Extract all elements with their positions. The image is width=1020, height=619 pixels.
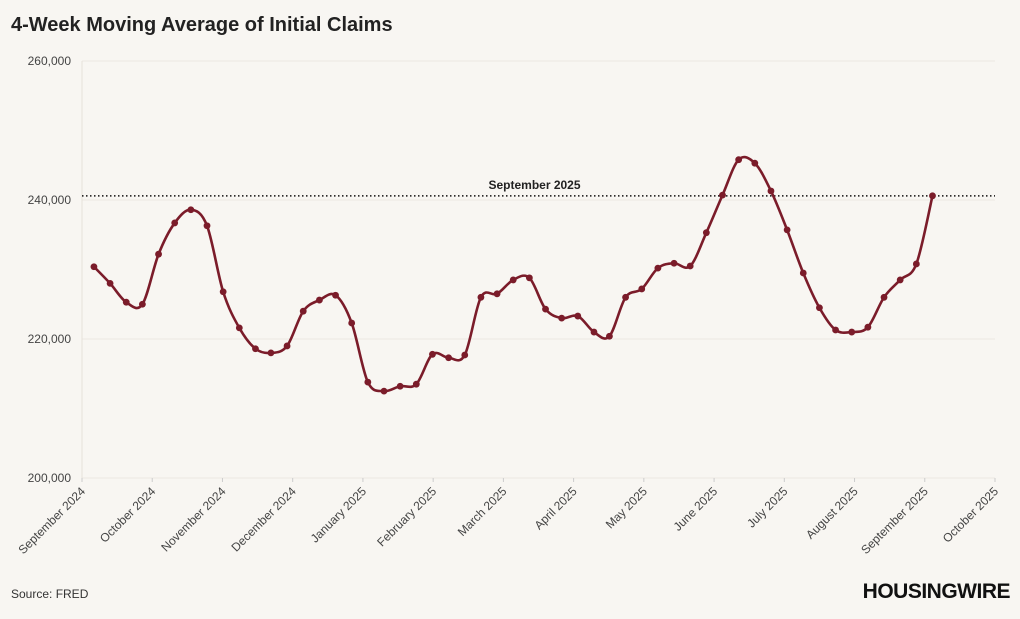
point bbox=[509, 276, 517, 284]
point bbox=[929, 192, 936, 200]
point bbox=[864, 323, 872, 331]
line bbox=[93, 155, 934, 393]
logo: HOUSINGWIRE bbox=[863, 580, 1011, 603]
point bbox=[686, 262, 694, 270]
point bbox=[896, 276, 904, 284]
point bbox=[461, 351, 469, 359]
point bbox=[219, 288, 227, 296]
point bbox=[171, 219, 179, 227]
x-tick-label: September 2025 bbox=[858, 484, 931, 557]
point bbox=[735, 156, 743, 164]
point bbox=[816, 304, 823, 312]
chart-title: 4-Week Moving Average of Initial Claims bbox=[11, 14, 393, 36]
point bbox=[799, 269, 807, 277]
point bbox=[783, 226, 791, 234]
point bbox=[364, 378, 372, 386]
point bbox=[880, 293, 888, 301]
point bbox=[654, 264, 662, 272]
point bbox=[638, 285, 646, 293]
point bbox=[493, 290, 501, 298]
x-tick-label: November 2024 bbox=[158, 484, 229, 555]
point bbox=[558, 314, 566, 322]
point bbox=[315, 296, 323, 304]
point bbox=[299, 307, 307, 315]
point bbox=[622, 293, 629, 301]
point bbox=[252, 345, 259, 353]
x-tick-label: December 2024 bbox=[229, 484, 300, 555]
point bbox=[719, 191, 726, 199]
point bbox=[767, 187, 775, 195]
point bbox=[542, 305, 549, 313]
point bbox=[267, 349, 275, 357]
y-tick-label: 220,000 bbox=[28, 332, 72, 346]
x-tick-label: April 2025 bbox=[532, 484, 580, 532]
point bbox=[235, 324, 243, 332]
x-tick-label: August 2025 bbox=[803, 484, 861, 542]
point bbox=[606, 332, 613, 340]
point bbox=[751, 159, 759, 167]
y-tick-label: 260,000 bbox=[28, 54, 72, 68]
point bbox=[138, 300, 146, 308]
point bbox=[445, 354, 453, 362]
x-tick-label: October 2024 bbox=[97, 484, 159, 546]
point bbox=[832, 326, 839, 334]
point bbox=[90, 263, 98, 271]
point bbox=[283, 342, 291, 350]
point bbox=[155, 250, 162, 258]
point bbox=[477, 293, 485, 301]
x-tick-label: June 2025 bbox=[671, 484, 721, 534]
point bbox=[525, 274, 533, 282]
point bbox=[122, 298, 130, 306]
point bbox=[590, 328, 598, 336]
point bbox=[670, 259, 678, 267]
x-tick-label: July 2025 bbox=[744, 484, 790, 530]
x-tick-label: February 2025 bbox=[374, 484, 439, 549]
point bbox=[574, 312, 582, 320]
x-tick-label: January 2025 bbox=[308, 484, 370, 546]
point bbox=[332, 291, 339, 299]
point bbox=[912, 260, 920, 268]
x-tick-label: September 2024 bbox=[15, 484, 88, 557]
annotation: September 2025 bbox=[488, 178, 580, 192]
point bbox=[187, 206, 195, 214]
point bbox=[429, 350, 436, 358]
point bbox=[380, 387, 388, 395]
point bbox=[348, 319, 356, 327]
x-tick-label: March 2025 bbox=[455, 484, 510, 539]
point bbox=[702, 229, 710, 237]
point bbox=[106, 280, 114, 287]
source: Source: FRED bbox=[11, 587, 89, 601]
point bbox=[396, 382, 404, 390]
x-tick-label: October 2025 bbox=[940, 484, 1002, 546]
point bbox=[203, 222, 211, 230]
x-tick-label: May 2025 bbox=[603, 484, 650, 531]
y-tick-label: 200,000 bbox=[28, 471, 72, 485]
point bbox=[412, 380, 420, 388]
y-tick-label: 240,000 bbox=[28, 193, 72, 207]
point bbox=[848, 328, 856, 336]
